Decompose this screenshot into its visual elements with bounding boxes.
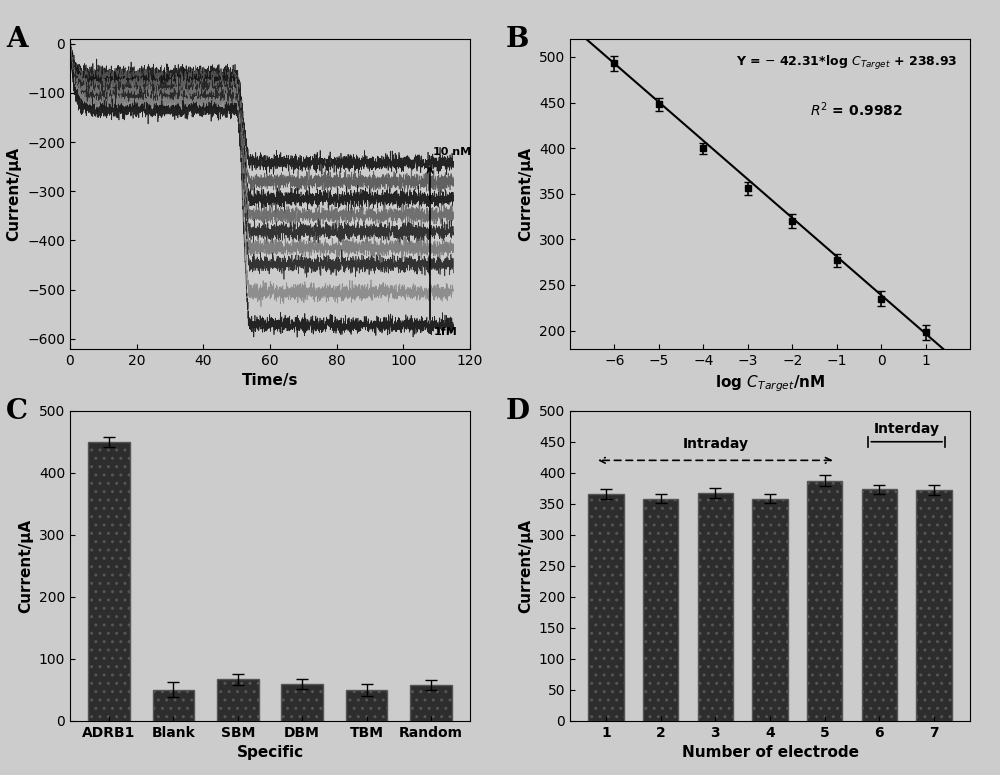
Text: Y = $-$ 42.31*log $C_{Target}$ + 238.93: Y = $-$ 42.31*log $C_{Target}$ + 238.93 — [736, 54, 958, 72]
Bar — [588, 494, 624, 721]
Text: D: D — [506, 398, 530, 425]
Bar — [217, 679, 259, 721]
Bar — [807, 480, 842, 721]
X-axis label: log $C_{Target}$/nM: log $C_{Target}$/nM — [715, 374, 825, 394]
Bar — [153, 690, 194, 721]
Bar — [752, 499, 788, 721]
Text: B: B — [506, 26, 529, 53]
Y-axis label: Current/μA: Current/μA — [7, 146, 22, 241]
Text: A: A — [6, 26, 28, 53]
X-axis label: Specific: Specific — [236, 746, 304, 760]
Bar — [862, 490, 897, 721]
Bar — [346, 690, 387, 721]
Text: C: C — [6, 398, 28, 425]
Y-axis label: Current/μA: Current/μA — [18, 518, 33, 613]
Text: Interday: Interday — [874, 422, 940, 436]
X-axis label: Time/s: Time/s — [242, 374, 298, 388]
X-axis label: Number of electrode: Number of electrode — [682, 746, 858, 760]
Text: Intraday: Intraday — [682, 437, 748, 451]
Bar — [698, 493, 733, 721]
Bar — [88, 443, 130, 721]
Text: 1fM: 1fM — [433, 326, 457, 336]
Text: $R^2$ = 0.9982: $R^2$ = 0.9982 — [810, 101, 903, 119]
Bar — [281, 684, 323, 721]
Text: 10 nM: 10 nM — [433, 146, 471, 157]
Y-axis label: Current/μA: Current/μA — [518, 518, 533, 613]
Y-axis label: Current/μA: Current/μA — [518, 146, 533, 241]
Bar — [916, 490, 952, 721]
Bar — [410, 685, 452, 721]
Bar — [643, 499, 678, 721]
